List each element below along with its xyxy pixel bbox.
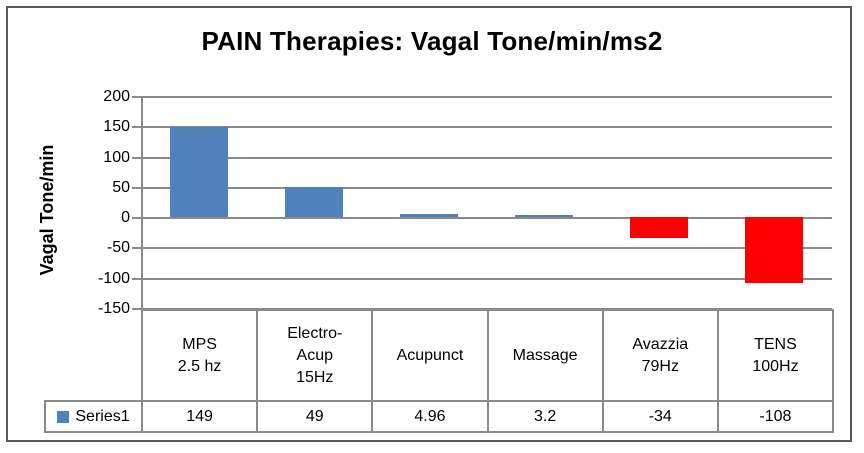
category-cell: Avazzia 79Hz	[601, 309, 719, 402]
series-legend-label: Series1	[75, 407, 130, 425]
y-axis-tick-label: -150	[97, 300, 130, 317]
gridline	[141, 217, 832, 220]
bar-1	[169, 126, 228, 218]
y-axis-tick-label: 100	[103, 148, 130, 166]
gridline	[141, 186, 832, 189]
legend-cell: Series1	[44, 400, 143, 433]
y-axis-tick-label: -100	[97, 269, 130, 287]
plot-area	[132, 96, 832, 310]
gridline	[141, 156, 832, 159]
y-axis-tick	[132, 156, 141, 159]
value-cell: 149	[141, 400, 259, 433]
category-cell: TENS 100Hz	[716, 309, 835, 402]
y-axis-tick	[132, 96, 141, 98]
chart-border	[6, 6, 852, 442]
data-table-category-row: MPS 2.5 hz Electro- Acup 15Hz Acupunct Mass…	[141, 309, 835, 402]
gridline	[141, 96, 832, 98]
bar-4	[515, 215, 574, 218]
gridline	[141, 277, 832, 280]
value-cell: 3.2	[486, 400, 604, 433]
data-table-value-row: Series1 149 49 4.96 3.2 -34 -108	[44, 400, 835, 433]
y-axis-tick-label: 150	[103, 118, 130, 136]
bar-3	[399, 214, 458, 218]
bar-2	[284, 187, 343, 218]
y-axis-tick	[132, 217, 141, 220]
bar-5	[630, 217, 689, 238]
y-axis-tick	[132, 126, 141, 129]
chart-title: PAIN Therapies: Vagal Tone/min/ms2	[201, 26, 663, 56]
category-cell: Acupunct	[371, 309, 489, 402]
series-legend-marker-icon	[57, 410, 70, 423]
category-cell: Massage	[486, 309, 604, 402]
bar-6	[745, 217, 804, 283]
value-cell: 4.96	[371, 400, 489, 433]
y-axis-tick-label: -50	[106, 239, 130, 257]
y-axis-tick-label: 200	[103, 88, 130, 105]
gridline	[141, 126, 832, 129]
y-axis-tick	[132, 308, 141, 310]
y-axis-tick-label: 50	[112, 178, 130, 196]
y-axis-tick-label: 0	[121, 209, 130, 227]
value-cell: 49	[256, 400, 374, 433]
y-axis-tick-labels: 200 150 100 50 0 -50 -100 -150	[46, 88, 130, 317]
value-cell: -34	[601, 400, 719, 433]
y-axis-tick	[132, 186, 141, 189]
y-axis-tick	[132, 247, 141, 250]
category-cell: MPS 2.5 hz	[141, 309, 259, 402]
y-axis-tick	[132, 277, 141, 280]
y-axis-line	[141, 96, 143, 310]
gridline	[141, 247, 832, 250]
value-cell: -108	[716, 400, 835, 433]
category-cell: Electro- Acup 15Hz	[256, 309, 374, 402]
